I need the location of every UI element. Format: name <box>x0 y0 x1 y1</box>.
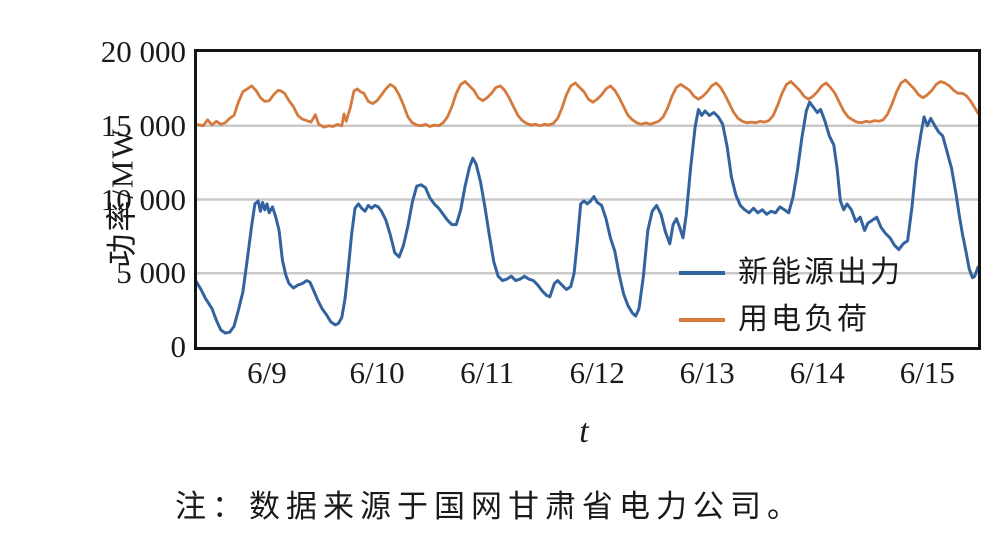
electric-load-line <box>197 78 978 129</box>
electric-load-line-swatch <box>679 318 725 322</box>
plot-area: 新能源出力 用电负荷 <box>194 49 981 350</box>
y-tick-label-5000: 5 000 <box>116 255 186 291</box>
x-tick-label-6/9: 6/9 <box>247 355 287 390</box>
x-axis-title: t <box>579 413 589 450</box>
source-note: 注：数据来源于国网甘肃省电力公司。 <box>175 489 804 524</box>
x-tick-label-6/12: 6/12 <box>569 355 625 390</box>
legend-item-electric-load: 用电负荷 <box>679 299 903 341</box>
y-tick-label-10000: 10 000 <box>100 181 186 217</box>
chart-canvas <box>197 78 978 335</box>
renewable-output-line <box>197 100 978 335</box>
x-tick-label-6/14: 6/14 <box>789 355 845 390</box>
y-tick-label-15000: 15 000 <box>100 107 186 143</box>
legend-label-renewable-output: 新能源出力 <box>738 256 903 289</box>
y-tick-label-20000: 20 000 <box>100 33 186 69</box>
x-tick-label-6/11: 6/11 <box>460 355 515 390</box>
x-tick-label-6/10: 6/10 <box>349 355 405 390</box>
y-tick-label-0: 0 <box>170 328 187 364</box>
x-tick-label-6/15: 6/15 <box>899 355 955 390</box>
renewable-output-line-swatch <box>679 271 725 275</box>
legend: 新能源出力 用电负荷 <box>679 252 903 341</box>
x-tick-label-6/13: 6/13 <box>679 355 735 390</box>
legend-label-electric-load: 用电负荷 <box>738 303 870 336</box>
legend-item-renewable-output: 新能源出力 <box>679 252 903 294</box>
